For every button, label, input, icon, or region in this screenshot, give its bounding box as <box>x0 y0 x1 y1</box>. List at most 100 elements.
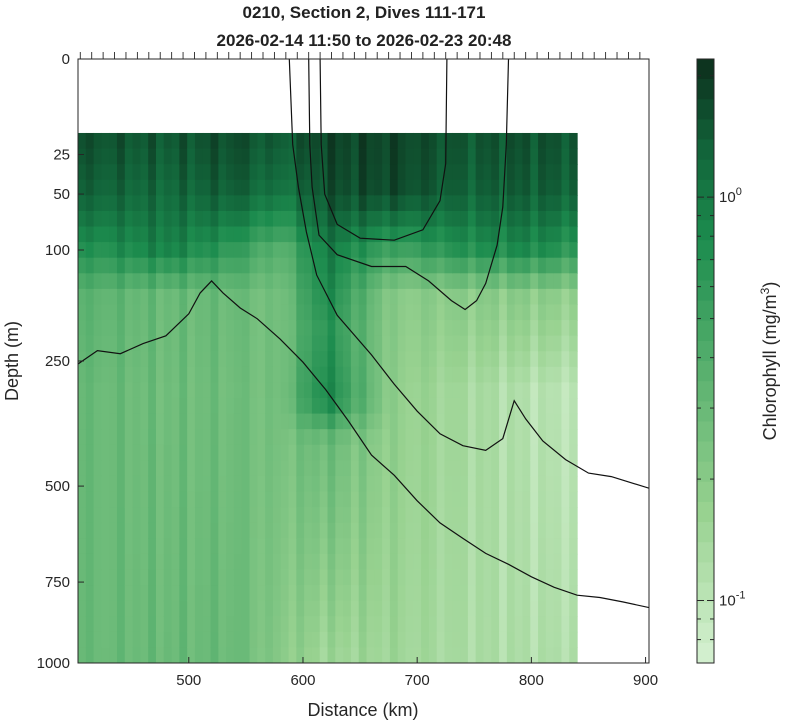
heatmap-cell <box>514 273 524 290</box>
heatmap-cell <box>187 491 196 508</box>
heatmap-cell <box>452 569 461 586</box>
heatmap-cell <box>179 647 188 663</box>
heatmap-cell <box>132 538 141 555</box>
heatmap-cell <box>116 164 126 181</box>
colorbar <box>696 58 715 664</box>
heatmap-cell <box>78 257 87 274</box>
heatmap-cell <box>335 273 344 290</box>
heatmap-cell <box>475 164 485 181</box>
heatmap-cell <box>265 475 274 493</box>
heatmap-cell <box>187 273 196 290</box>
heatmap-cell <box>210 366 219 383</box>
heatmap-cell <box>226 507 235 524</box>
heatmap-cell <box>155 647 165 663</box>
heatmap-cell <box>506 522 516 539</box>
heatmap-cell <box>389 444 399 461</box>
heatmap-cell <box>530 304 539 321</box>
heatmap-cell <box>530 522 539 539</box>
heatmap-cell <box>116 242 126 259</box>
heatmap-cell <box>569 195 578 212</box>
heatmap-cell <box>202 429 212 446</box>
colorbar-label: Chlorophyll (mg/m3) <box>758 282 780 441</box>
heatmap-cell <box>78 413 87 430</box>
heatmap-cell <box>374 148 383 165</box>
heatmap-cell <box>561 179 570 196</box>
heatmap-cell <box>436 257 446 274</box>
colorbar-band <box>697 501 714 523</box>
heatmap-cell <box>483 164 492 181</box>
heatmap-cell <box>553 382 563 399</box>
heatmap-cell <box>265 616 274 633</box>
heatmap-cell <box>163 429 173 446</box>
heatmap-cell <box>514 397 524 415</box>
heatmap-cell <box>343 257 352 274</box>
heatmap-cell <box>132 351 141 368</box>
heatmap-cell <box>428 273 438 290</box>
heatmap-cell <box>210 475 219 493</box>
heatmap-cell <box>335 164 344 181</box>
heatmap-cell <box>218 553 227 571</box>
heatmap-cell <box>421 522 430 539</box>
heatmap-cell <box>124 600 134 617</box>
heatmap-cell <box>382 397 391 415</box>
heatmap-cell <box>499 335 508 352</box>
heatmap-cell <box>545 320 555 337</box>
heatmap-cell <box>78 226 87 243</box>
heatmap-cell <box>475 351 485 368</box>
heatmap-cell <box>335 429 344 446</box>
heatmap-cell <box>116 616 126 633</box>
heatmap-cell <box>226 475 235 493</box>
heatmap-cell <box>124 569 134 586</box>
heatmap-cell <box>405 647 414 663</box>
heatmap-cell <box>187 335 196 352</box>
heatmap-cell <box>460 569 469 586</box>
heatmap-cell <box>553 413 563 430</box>
heatmap-cell <box>101 257 110 274</box>
heatmap-cell <box>116 444 126 461</box>
heatmap-cell <box>561 553 570 571</box>
heatmap-cell <box>194 304 204 321</box>
heatmap-cell <box>194 569 204 586</box>
heatmap-cell <box>483 444 492 461</box>
heatmap-cell <box>233 148 243 165</box>
heatmap-cell <box>311 600 321 617</box>
heatmap-cell <box>335 397 344 415</box>
colorbar-band <box>697 159 714 181</box>
heatmap-cell <box>350 288 360 306</box>
heatmap-cell <box>538 351 547 368</box>
heatmap-cell <box>148 631 157 649</box>
heatmap-cell <box>561 507 570 524</box>
heatmap-cell <box>311 429 321 446</box>
heatmap-cell <box>343 522 352 539</box>
heatmap-cell <box>140 148 149 165</box>
heatmap-cell <box>413 351 422 368</box>
heatmap-cell <box>389 351 399 368</box>
heatmap-cell <box>78 600 87 617</box>
heatmap-cell <box>163 553 173 571</box>
heatmap-cell <box>272 351 282 368</box>
heatmap-cell <box>561 304 570 321</box>
heatmap-cell <box>452 132 461 150</box>
heatmap-cell <box>241 538 251 555</box>
heatmap-cell <box>296 288 305 306</box>
heatmap-cell <box>210 335 219 352</box>
heatmap-cell <box>335 600 344 617</box>
heatmap-cell <box>530 382 539 399</box>
heatmap-cell <box>428 257 438 274</box>
heatmap-cell <box>397 538 407 555</box>
heatmap-cell <box>428 195 438 212</box>
heatmap-cell <box>210 148 219 165</box>
heatmap-cell <box>444 491 453 508</box>
heatmap-cell <box>319 507 329 524</box>
heatmap-cell <box>109 351 118 368</box>
heatmap-cell <box>405 242 414 259</box>
heatmap-cell <box>78 351 87 368</box>
heatmap-cell <box>545 351 555 368</box>
heatmap-cell <box>382 522 391 539</box>
heatmap-cell <box>210 320 219 337</box>
heatmap-cell <box>148 242 157 259</box>
heatmap-cell <box>545 164 555 181</box>
heatmap-cell <box>382 195 391 212</box>
heatmap-cell <box>436 429 446 446</box>
heatmap-cell <box>233 164 243 181</box>
